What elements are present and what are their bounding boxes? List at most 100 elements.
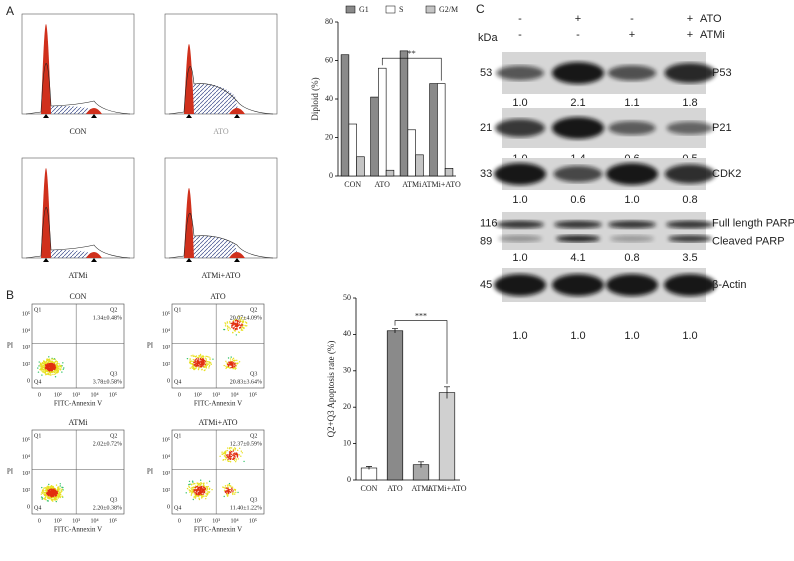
event-dot [234,447,237,450]
event-dot [202,363,204,365]
event-dot [58,495,61,498]
event-dot [234,365,236,368]
protein-name: P53 [712,67,732,79]
event-dot [55,360,57,362]
event-dot [233,321,235,323]
event-dot [233,359,236,361]
event-dot [203,486,205,489]
histogram-curve [168,66,274,115]
event-dot [239,318,242,320]
quadrant-label: Q1 [174,433,181,439]
x-tick-label: 10² [54,392,62,398]
x-tick-label: 10³ [72,392,80,398]
x-tick-label: 10⁴ [91,518,99,524]
y-tick-label: 10⁴ [162,454,170,460]
event-dot [54,367,56,370]
x-tick-label: 10² [194,392,202,398]
blot-band [664,63,716,83]
event-dot [197,482,199,485]
event-dot [53,363,55,365]
x-tick-label: 10³ [212,518,220,524]
event-dot [198,356,200,358]
legend-swatch [385,5,396,14]
event-dot [225,490,227,492]
significance-bracket [394,320,448,384]
event-dot [47,497,49,499]
event-dot [230,447,233,449]
event-dot [56,364,58,366]
event-dot [235,453,237,456]
event-dot [194,491,196,494]
bar [407,129,416,177]
x-axis-label: FITC-Annexin V [194,526,242,534]
event-dot [237,458,240,460]
event-dot [188,483,190,486]
event-dot [202,355,204,357]
y-tick-label: 0 [347,475,351,484]
event-dot [219,455,221,458]
event-dot [50,368,52,370]
event-dot [229,360,232,362]
event-dot [44,366,47,369]
flow-plot: ATMi Q1 Q2 2.02±0.72% Q3 2.20±0.38% Q4 0 0 10² 10²… [7,418,125,534]
event-dot [198,489,200,492]
y-tick-label: 60 [325,55,333,64]
event-dot [38,365,40,367]
event-dot [234,328,237,330]
event-dot [238,322,241,324]
event-dot [194,359,196,361]
event-dot [232,324,234,326]
event-dot [229,358,232,360]
event-dot [192,360,195,363]
event-dot [56,499,58,501]
event-dot [190,490,192,492]
y-tick-label: 10⁵ [22,311,30,317]
event-dot [221,453,224,456]
event-dot [224,491,227,494]
error-bar [418,461,424,468]
event-dot [40,365,43,367]
event-dot [59,492,61,494]
event-dot [58,486,60,488]
event-dot [232,493,234,496]
event-dot [54,488,56,490]
event-dot [198,498,201,501]
event-dot [194,355,197,358]
event-dot [48,483,50,486]
event-dot [61,488,63,490]
event-dot [46,358,48,360]
event-dot [48,368,50,370]
y-tick-label: 0 [329,171,333,180]
event-dot [233,459,236,462]
event-dot [59,369,62,371]
event-dot [242,319,244,321]
event-dot [46,366,48,369]
event-dot [57,497,59,499]
event-dot [46,370,48,372]
event-dot [231,451,233,453]
event-dot [227,491,230,493]
event-dot [196,359,199,361]
bar [340,54,350,177]
event-dot [226,487,228,490]
event-dot [188,485,190,487]
event-dot [208,367,210,369]
event-dot [49,369,52,372]
event-dot [230,322,233,325]
event-dot [200,363,202,366]
g2-peak [86,252,102,258]
y-tick-label: 30 [343,366,351,375]
event-dot [229,328,231,330]
flow-title: CON [70,292,87,301]
treatment-sign: - [518,13,522,25]
event-dot [186,357,189,360]
flow-plot: ATO Q1 Q2 20.07±4.09% Q3 20.83±3.64% Q4 0 0 10² 10… [147,292,265,408]
event-dot [47,489,49,491]
event-dot [199,353,202,356]
quadrant-value: 20.83±3.64% [230,379,262,385]
blot-band [552,117,604,139]
event-dot [40,493,43,495]
quadrant-label: Q4 [174,505,181,511]
y-tick-label: 10 [343,438,351,447]
